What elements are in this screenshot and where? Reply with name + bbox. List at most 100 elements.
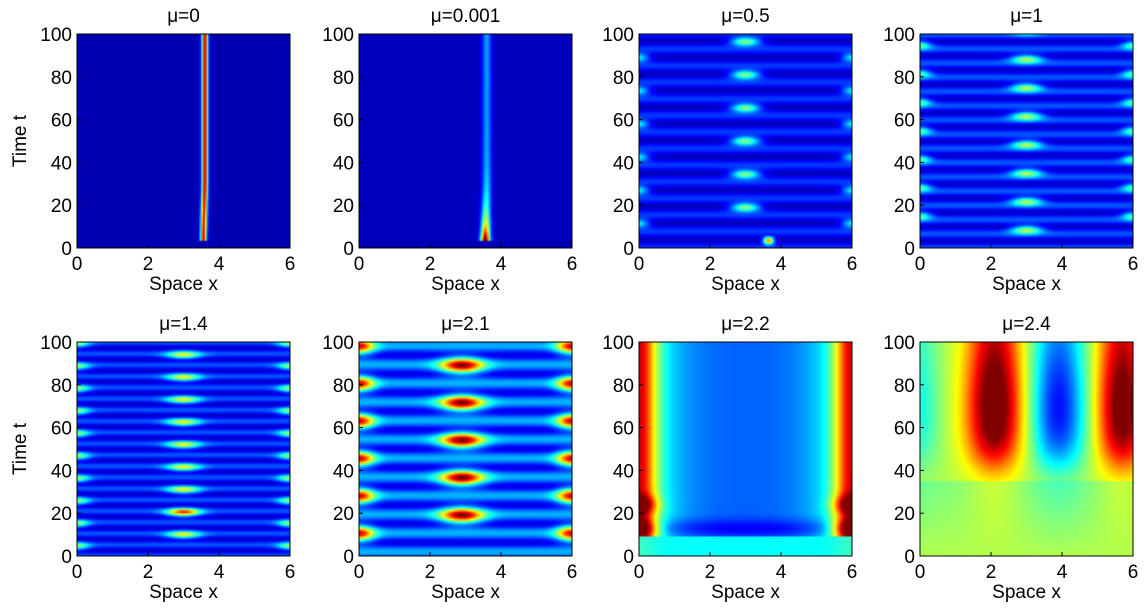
x-tick-label: 6 [567,562,578,583]
x-axis-label: Space x [992,582,1061,603]
x-tick-label: 2 [986,254,997,275]
y-tick-label: 20 [613,196,634,217]
panel-title: μ=1.4 [159,314,208,335]
y-tick-label: 0 [343,547,354,568]
panel-title: μ=0.5 [721,6,769,27]
x-tick-label: 2 [143,562,154,583]
heatmap-image [920,34,1133,248]
axes-box [638,341,853,557]
axes-box [76,341,291,557]
y-tick-label: 80 [894,68,915,89]
y-tick-label: 100 [602,25,634,46]
y-tick-label: 0 [904,239,915,260]
x-tick-label: 0 [634,562,645,583]
x-tick-label: 0 [354,562,365,583]
x-tick-label: 2 [705,254,716,275]
x-tick-label: 4 [496,562,507,583]
x-tick-label: 2 [425,254,436,275]
y-tick-label: 60 [51,111,72,132]
y-tick-label: 60 [894,111,915,132]
y-tick-label: 0 [623,547,634,568]
axes-box [919,341,1134,557]
y-tick-label: 60 [333,419,354,440]
y-tick-label: 40 [894,153,915,174]
x-tick-label: 2 [143,254,154,275]
y-tick-label: 80 [51,68,72,89]
y-tick-label: 100 [40,333,72,354]
x-axis-label: Space x [431,274,500,295]
panel-title: μ=1 [1010,6,1043,27]
y-tick-label: 40 [333,153,354,174]
y-tick-label: 100 [883,333,915,354]
x-tick-label: 2 [705,562,716,583]
y-axis-label: Time t [10,422,31,475]
x-tick-label: 6 [285,562,296,583]
y-tick-label: 80 [894,376,915,397]
y-tick-label: 0 [623,239,634,260]
y-tick-label: 0 [61,547,72,568]
y-tick-label: 20 [333,504,354,525]
y-tick-label: 80 [333,376,354,397]
y-tick-label: 40 [51,153,72,174]
x-tick-label: 4 [776,562,787,583]
y-tick-label: 20 [894,504,915,525]
y-tick-label: 60 [894,419,915,440]
x-tick-label: 4 [776,254,787,275]
y-tick-label: 100 [602,333,634,354]
y-tick-label: 100 [883,25,915,46]
x-tick-label: 6 [567,254,578,275]
y-tick-label: 40 [333,461,354,482]
panel-title: μ=2.4 [1002,314,1051,335]
y-axis-label: Time t [10,114,31,167]
axes-box [638,33,853,249]
x-tick-label: 4 [214,562,225,583]
y-tick-label: 0 [904,547,915,568]
y-tick-label: 60 [613,419,634,440]
heatmap-image [639,34,852,248]
y-tick-label: 20 [894,196,915,217]
heatmap-image [77,34,290,248]
y-tick-label: 80 [613,68,634,89]
x-tick-label: 0 [915,254,926,275]
y-tick-label: 20 [613,504,634,525]
axes-box [919,33,1134,249]
x-tick-label: 2 [986,562,997,583]
x-tick-label: 6 [847,254,858,275]
x-axis-label: Space x [149,274,218,295]
y-tick-label: 60 [333,111,354,132]
y-tick-label: 80 [51,376,72,397]
heatmap-image [77,342,290,556]
y-tick-label: 100 [322,25,354,46]
x-tick-label: 2 [425,562,436,583]
axes-box [76,33,291,249]
x-tick-label: 6 [1128,562,1139,583]
x-tick-label: 0 [72,562,83,583]
y-tick-label: 20 [51,504,72,525]
axes-box [358,33,573,249]
x-tick-label: 4 [1057,562,1068,583]
y-tick-label: 20 [51,196,72,217]
y-tick-label: 40 [894,461,915,482]
panel-title: μ=0.001 [431,6,501,27]
x-tick-label: 0 [72,254,83,275]
heatmap-image [920,342,1133,556]
y-tick-label: 60 [613,111,634,132]
x-axis-label: Space x [711,582,780,603]
x-axis-label: Space x [431,582,500,603]
y-tick-label: 0 [61,239,72,260]
x-axis-label: Space x [992,274,1061,295]
x-tick-label: 4 [214,254,225,275]
y-tick-label: 100 [322,333,354,354]
x-axis-label: Space x [711,274,780,295]
heatmap-image [359,342,572,556]
axes-box [358,341,573,557]
